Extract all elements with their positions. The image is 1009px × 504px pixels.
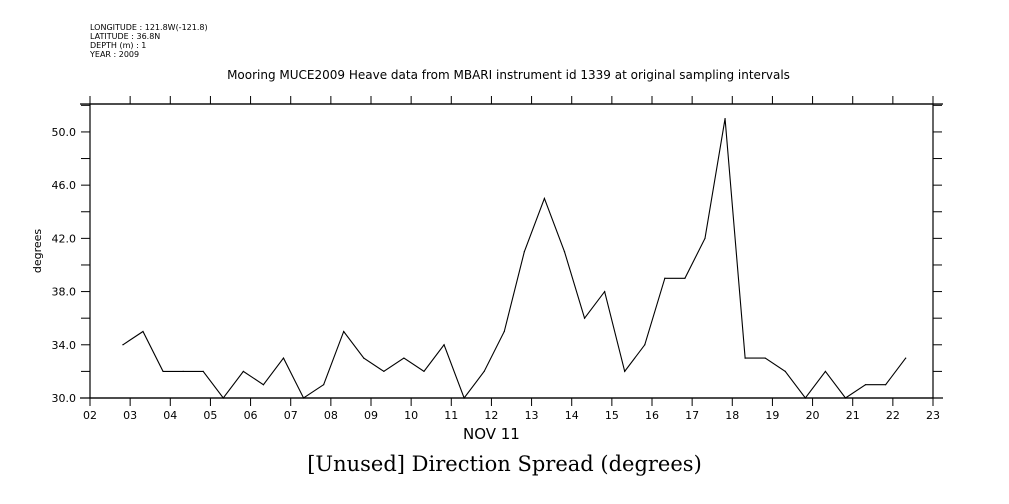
y-tick-label: 38.0 [52, 286, 77, 299]
x-tick-label: 12 [484, 409, 498, 422]
x-tick-label: 11 [444, 409, 458, 422]
plot-frame [89, 103, 934, 399]
data-point [302, 397, 305, 399]
data-point [724, 118, 726, 120]
data-point [764, 357, 766, 359]
x-tick-label: 16 [645, 409, 659, 422]
data-point [142, 330, 144, 333]
data-point [262, 384, 265, 386]
x-tick-label: 14 [565, 409, 579, 422]
x-tick-label: 19 [765, 409, 779, 422]
data-point [222, 397, 224, 399]
data-point [323, 384, 325, 386]
y-tick-label: 34.0 [52, 339, 77, 352]
data-point [644, 344, 646, 346]
x-tick-label: 07 [284, 409, 298, 422]
y-tick-label: 30.0 [52, 392, 77, 405]
data-point [162, 370, 164, 372]
data-point [905, 357, 907, 359]
x-tick-label: 03 [123, 409, 137, 422]
latitude-label: LATITUDE : 36.8N [90, 32, 161, 41]
x-tick-label: 06 [244, 409, 258, 422]
data-point [383, 370, 385, 372]
x-tick-label: 02 [83, 409, 97, 422]
y-tick-label: 42.0 [52, 232, 77, 245]
data-point [804, 397, 806, 399]
data-point [463, 397, 465, 399]
data-point [624, 370, 626, 372]
depth-label: DEPTH (m) : 1 [90, 41, 147, 50]
data-point [343, 330, 345, 333]
x-tick-label: 05 [203, 409, 217, 422]
longitude-label: LONGITUDE : 121.8W(-121.8) [90, 23, 208, 32]
data-point [543, 197, 546, 200]
x-axis-label: NOV 11 [463, 425, 520, 443]
data-point [844, 397, 847, 399]
chart-title: Mooring MUCE2009 Heave data from MBARI i… [227, 68, 790, 82]
data-point [202, 370, 204, 372]
data-point [483, 370, 485, 372]
data-point [443, 344, 445, 346]
x-tick-label: 20 [806, 409, 820, 422]
data-point [282, 357, 285, 359]
x-tick-label: 08 [324, 409, 338, 422]
data-point [503, 330, 505, 333]
x-tick-label: 15 [605, 409, 619, 422]
data-point [583, 317, 586, 319]
data-point [784, 370, 786, 372]
x-tick-label: 10 [404, 409, 418, 422]
data-point [423, 370, 425, 372]
y-tick-label: 46.0 [52, 179, 77, 192]
data-point [242, 370, 244, 372]
x-tick-label: 22 [886, 409, 900, 422]
series-line [122, 118, 907, 400]
data-point [704, 237, 706, 239]
data-point [363, 357, 365, 359]
x-tick-label: 04 [163, 409, 177, 422]
data-point [744, 357, 746, 359]
data-point [604, 290, 606, 293]
data-point [523, 251, 525, 253]
x-tick-label: 17 [685, 409, 699, 422]
data-point [403, 357, 405, 359]
data-point [563, 251, 566, 253]
x-tick-label: 23 [926, 409, 940, 422]
x-tick-label: 21 [846, 409, 860, 422]
x-tick-label: 09 [364, 409, 378, 422]
data-point [664, 277, 666, 279]
year-label: YEAR : 2009 [90, 50, 140, 59]
chart-caption: [Unused] Direction Spread (degrees) [307, 452, 702, 476]
data-point [684, 277, 686, 279]
metadata-block: LONGITUDE : 121.8W(-121.8) LATITUDE : 36… [90, 23, 208, 59]
y-tick-label: 50.0 [52, 126, 77, 139]
data-point [182, 370, 184, 372]
x-tick-label: 18 [725, 409, 739, 422]
x-tick-label: 13 [525, 409, 539, 422]
data-point [885, 384, 887, 386]
data-point [122, 344, 124, 346]
data-point [864, 384, 867, 386]
y-axis-label: degrees [31, 229, 44, 274]
data-point [824, 370, 827, 372]
